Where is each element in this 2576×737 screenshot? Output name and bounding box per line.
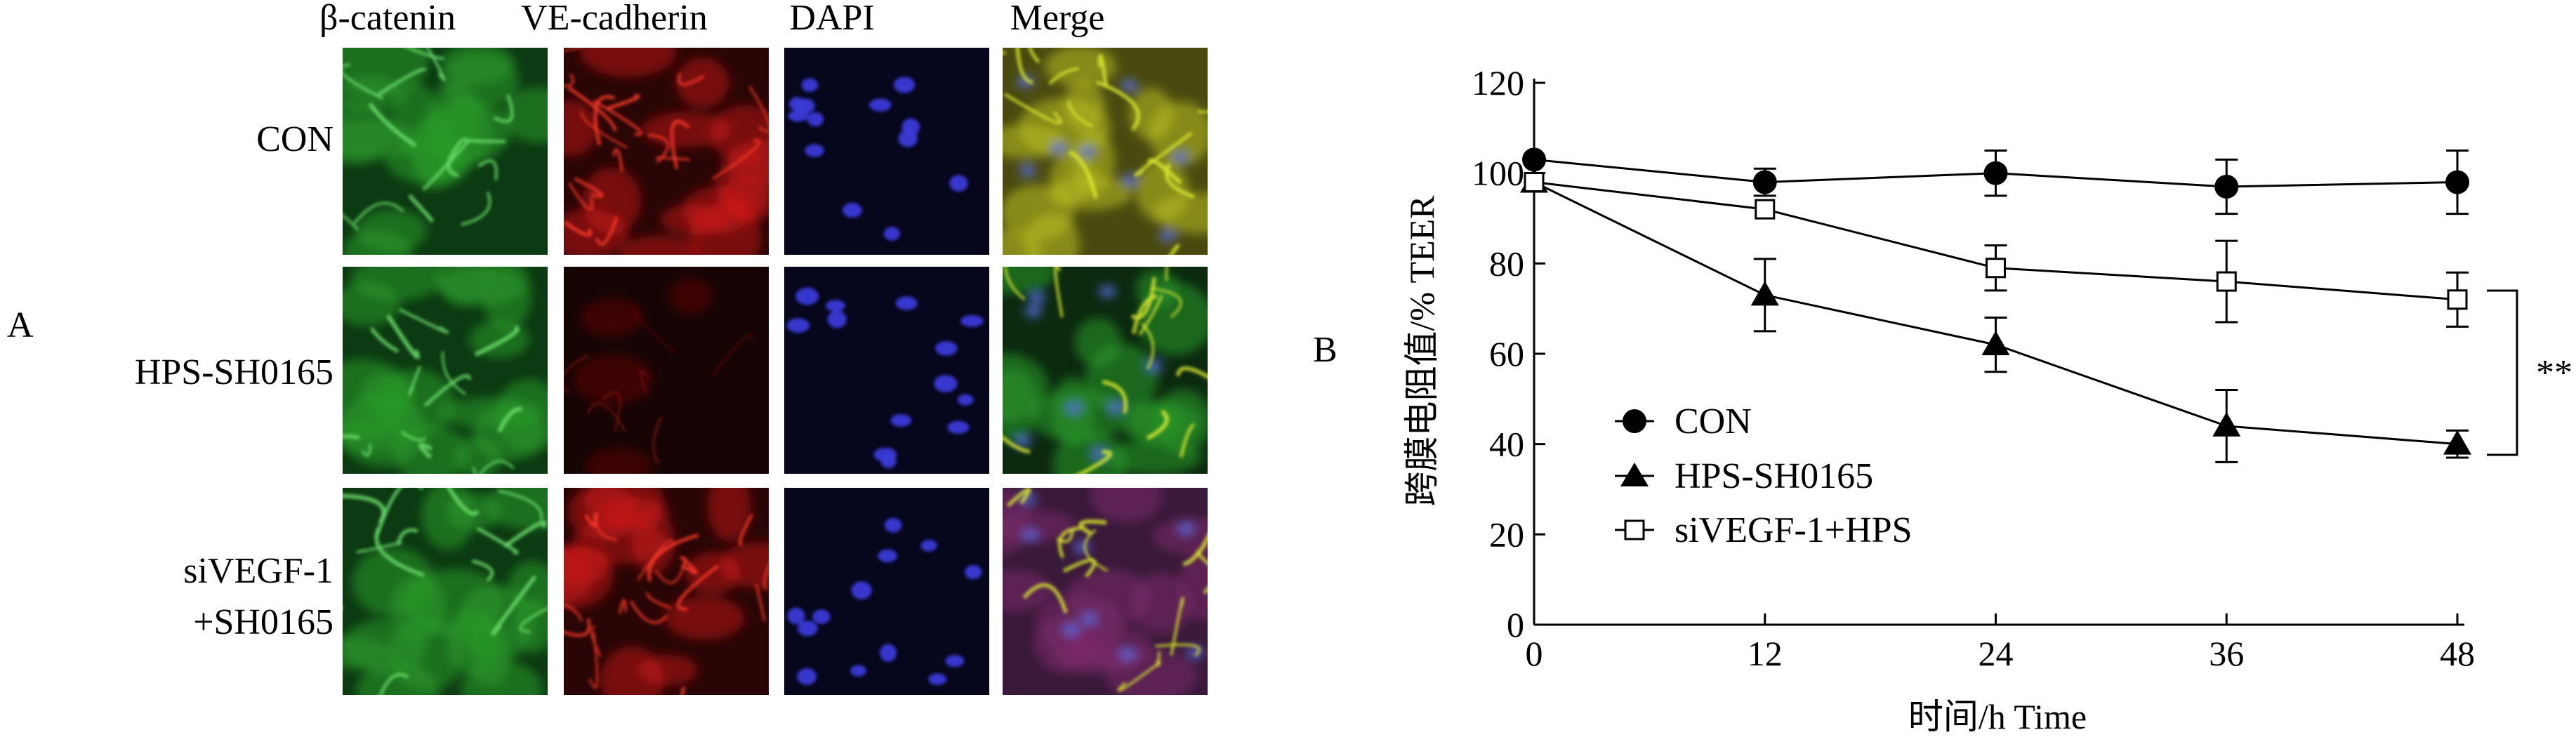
column-header-beta-catenin: β-catenin <box>319 0 456 38</box>
legend-marker-con <box>1623 409 1646 433</box>
micrograph-hps-beta-catenin <box>343 267 548 474</box>
x-tick-label: 0 <box>1526 634 1543 673</box>
legend-text-con: CON <box>1675 401 1752 441</box>
y-tick-label: 40 <box>1489 425 1524 464</box>
data-point <box>1983 161 2008 185</box>
data-point <box>2214 174 2239 199</box>
data-point <box>2445 170 2469 194</box>
legend-text-hps: HPS-SH0165 <box>1675 456 1873 496</box>
data-point <box>1986 258 2006 279</box>
micrograph-con-dapi <box>784 48 989 255</box>
data-point <box>2443 430 2471 455</box>
data-point <box>1981 331 2010 356</box>
data-point <box>1524 172 1545 193</box>
series-line-hps <box>1533 181 2458 446</box>
micrograph-sivegf-merge <box>1003 488 1208 695</box>
y-tick-label: 20 <box>1489 514 1524 554</box>
legend-marker-sivegf <box>1624 519 1645 540</box>
x-ticks: 0 12 24 36 48 <box>1526 613 2475 673</box>
micrograph-sivegf-ve-cadherin <box>564 488 769 695</box>
series-layer <box>1520 147 2471 463</box>
y-tick-label: 0 <box>1507 605 1524 644</box>
x-axis-label: 时间/h Time <box>1908 697 2087 736</box>
series-hps <box>1520 168 2471 463</box>
column-header-merge: Merge <box>1010 0 1105 38</box>
data-point <box>1752 170 1777 194</box>
column-header-dapi: DAPI <box>789 0 874 38</box>
micrograph-hps-merge <box>1003 267 1208 474</box>
legend-text-sivegf: siVEGF-1+HPS <box>1675 510 1913 550</box>
significance-bracket <box>2487 289 2518 456</box>
data-point <box>2216 271 2237 292</box>
panel-a-label: A <box>7 305 34 345</box>
row-label-sivegf-line2: +SH0165 <box>193 602 333 642</box>
micrograph-con-beta-catenin <box>343 48 548 255</box>
data-point <box>1750 281 1779 306</box>
chart-legend: CON HPS-SH0165 siVEGF-1+HPS <box>1615 401 1913 550</box>
row-label-con: CON <box>256 119 333 159</box>
micrograph-grid <box>343 48 1208 695</box>
y-tick-label: 60 <box>1489 334 1524 373</box>
series-con <box>1522 147 2469 215</box>
micrograph-hps-ve-cadherin <box>564 267 769 474</box>
micrograph-sivegf-beta-catenin <box>343 488 548 695</box>
significance-marker: ** <box>2536 353 2572 393</box>
panel-b-label: B <box>1313 330 1337 370</box>
data-point <box>1522 147 1546 172</box>
row-label-hps: HPS-SH0165 <box>135 352 333 392</box>
x-tick-label: 36 <box>2209 634 2244 673</box>
micrograph-con-merge <box>1003 48 1208 255</box>
data-point <box>2212 411 2241 437</box>
row-label-sivegf-line1: siVEGF-1 <box>183 551 333 591</box>
y-axis-label: 跨膜电阻值/% TEER <box>1402 195 1441 507</box>
y-tick-label: 120 <box>1472 63 1524 102</box>
series-sivegf <box>1524 172 2469 328</box>
legend-marker-hps <box>1620 463 1649 486</box>
y-ticks: 0 20 40 60 80 100 120 <box>1472 63 1545 644</box>
data-point <box>1755 199 1776 220</box>
x-tick-label: 24 <box>1979 634 2014 673</box>
micrograph-hps-dapi <box>784 267 989 474</box>
x-tick-label: 12 <box>1748 634 1783 673</box>
teer-chart: 0 20 40 60 80 100 120 0 12 24 36 48 跨膜电阻值/% TEER 时… <box>1402 63 2572 736</box>
x-tick-label: 48 <box>2440 634 2475 673</box>
micrograph-sivegf-dapi <box>784 488 989 695</box>
y-tick-label: 100 <box>1472 154 1524 193</box>
micrograph-con-ve-cadherin <box>564 48 769 255</box>
data-point <box>2447 289 2468 310</box>
column-header-ve-cadherin: VE-cadherin <box>521 0 708 38</box>
y-tick-label: 80 <box>1489 244 1524 283</box>
